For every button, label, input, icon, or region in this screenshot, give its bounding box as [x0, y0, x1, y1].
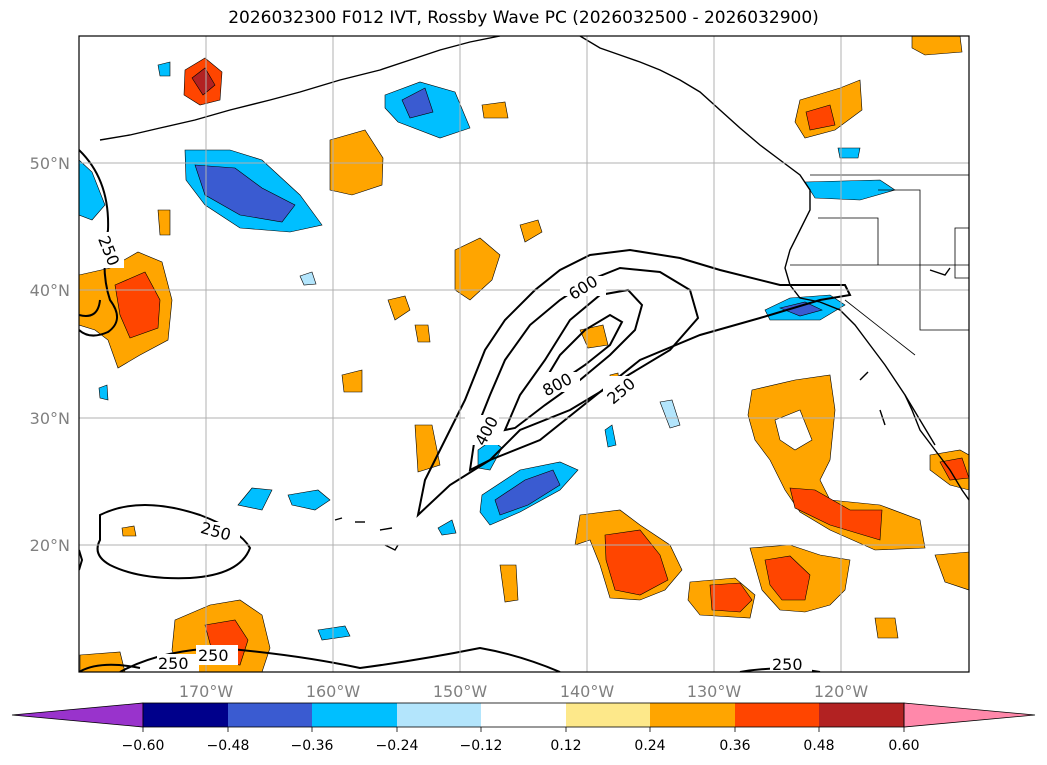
colorbar-bin-9 [819, 703, 904, 727]
ivt-contour-600 [503, 288, 644, 432]
lon-label-140w: 140°W [560, 682, 615, 701]
political-borders [790, 174, 969, 356]
colorbar-tick-label: 0.24 [634, 738, 665, 754]
neg-anomaly-bc [804, 179, 896, 201]
colorbar-bin-5 [481, 703, 566, 727]
colorbar-bin-8 [735, 703, 819, 727]
lat-label-40n: 40°N [30, 281, 70, 300]
colorbar-tick-label: 0.36 [719, 738, 750, 754]
pos-anomaly-aleutian-core [191, 67, 216, 96]
colorbar-bin-6 [566, 703, 650, 727]
lon-label-120w: 120°W [814, 682, 869, 701]
ivt-contour-sw [96, 504, 252, 580]
neg-anomaly-subtrop-core [494, 469, 561, 516]
pos-anomaly-west-core [114, 271, 161, 339]
colorbar-bin-7 [650, 703, 735, 727]
lon-label-150w: 150°W [433, 682, 488, 701]
colorbar-tick-label: −0.36 [291, 738, 334, 754]
colorbar-bin-2 [228, 703, 312, 727]
colorbar-extend-max [903, 702, 1036, 728]
lat-label-50n: 50°N [30, 154, 70, 173]
lat-label-30n: 30°N [30, 409, 70, 428]
colorbar-tick-label: −0.24 [376, 738, 419, 754]
pos-anomaly-se [934, 551, 969, 591]
graticule [79, 36, 969, 672]
neg-anomaly-west-edge [79, 159, 106, 221]
colorbar-tick-label: −0.48 [207, 738, 250, 754]
ivt-contour-w [79, 149, 118, 337]
lon-label-160w: 160°W [306, 682, 361, 701]
ivt-contour-s [119, 646, 561, 672]
ivt-contour-labels: 600 800 400 250 250 250 250 250 250 [94, 232, 812, 674]
ivt-label-250-s2: 250 [198, 646, 229, 665]
pos-anomaly-ne-pac-core [805, 104, 836, 131]
colorbar-bin-3 [312, 703, 397, 727]
colorbar-tick-label: 0.12 [550, 738, 581, 754]
pos-anomaly-east-hole [774, 409, 813, 451]
ivt-contour-250 [416, 248, 852, 518]
lon-label-170w: 170°W [179, 682, 234, 701]
anomaly-fields [79, 36, 969, 672]
colorbar-tick-label: −0.12 [460, 738, 503, 754]
ivt-label-250-se: 250 [772, 655, 803, 674]
ivt-label-250-s1: 250 [158, 654, 189, 673]
map-title: 2026032300 F012 IVT, Rossby Wave PC (202… [228, 8, 819, 28]
lat-labels: 50°N 40°N 30°N 20°N [30, 154, 70, 555]
lon-label-130w: 130°W [687, 682, 742, 701]
map-frame [78, 35, 970, 673]
lon-labels: 170°W 160°W 150°W 140°W 130°W 120°W [179, 682, 869, 701]
colorbar: −0.60 −0.48 −0.36 −0.24 −0.12 0.12 0.24 … [11, 702, 1036, 754]
colorbar-tick-label: 0.48 [803, 738, 834, 754]
coastlines [99, 36, 969, 551]
pos-anomaly-central-s-core [604, 529, 669, 596]
colorbar-bin-4 [397, 703, 481, 727]
map-panel: 600 800 400 250 250 250 250 250 250 [79, 36, 969, 674]
colorbar-tick-label: 0.60 [888, 738, 919, 754]
neg-anomaly-ca-core [779, 301, 823, 317]
colorbar-extend-min [11, 702, 144, 728]
lat-label-20n: 20°N [30, 536, 70, 555]
ivt-contour-400 [468, 266, 700, 472]
neg-anomaly-nw-core [194, 164, 296, 223]
neg-anomaly-hi-2 [287, 489, 331, 511]
neg-anomaly-gulf-core [401, 87, 434, 119]
colorbar-bin-1 [143, 703, 228, 727]
pos-anomaly-ne-corner [911, 36, 963, 56]
pos-anomaly-mid-2 [387, 295, 411, 321]
pos-anomaly-east-subtrop-core [789, 487, 883, 541]
colorbar-tick-label: −0.60 [122, 738, 165, 754]
ivt-contours [79, 149, 852, 672]
neg-anomaly-hi-1 [237, 487, 273, 511]
